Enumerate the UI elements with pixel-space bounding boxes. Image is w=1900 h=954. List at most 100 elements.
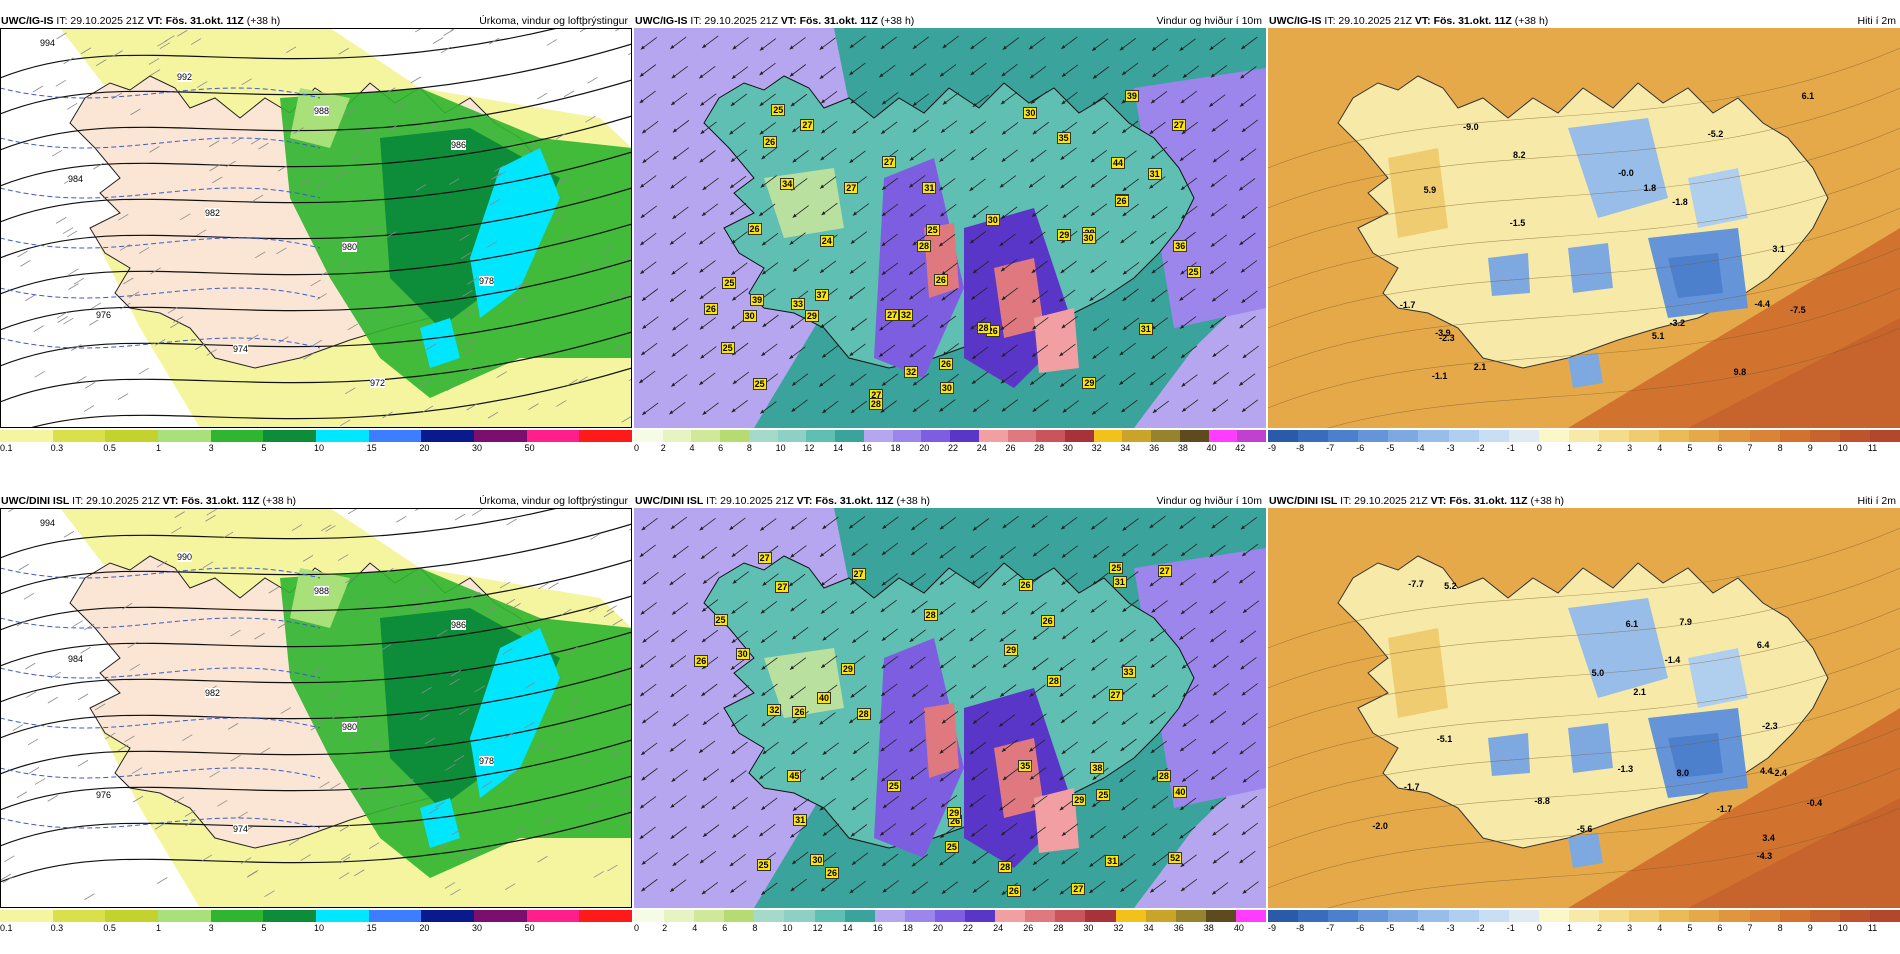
colorbar-tick-label: 5 [261, 443, 267, 453]
isobar-label: 988 [314, 106, 330, 116]
colorbar-tick-label: -5 [1386, 443, 1395, 453]
wind-colorbar-ticks: 0 2 4 6 8 10 12 14 16 18 20 22 24 26 28 30 32 34 36 38 40 [634, 923, 1266, 935]
colorbar-tick-label: 0.1 [0, 443, 13, 453]
colorbar-tick-label: 8 [1777, 923, 1783, 933]
isobar-label: 984 [68, 174, 84, 184]
field-title: Vindur og hviður í 10m [1156, 15, 1262, 27]
model-name: UWC/IG-IS [1269, 15, 1322, 27]
colorbar-swatch [724, 910, 755, 922]
gust-label: 26 [1040, 615, 1055, 628]
colorbar-swatch [1208, 430, 1238, 442]
gust-label: 25 [722, 277, 737, 290]
colorbar-swatch [316, 430, 369, 442]
colorbar-tick-label: 50 [524, 923, 535, 933]
gust-label: 39 [750, 293, 765, 306]
isobar-label: 984 [68, 654, 84, 664]
colorbar-tick-label: 26 [1023, 923, 1034, 933]
colorbar-swatch [1388, 910, 1419, 922]
gust-label: 26 [1006, 885, 1021, 898]
colorbar-tick-label: 1 [1566, 443, 1572, 453]
colorbar-tick-label: 2 [662, 923, 668, 933]
colorbar-swatch [210, 430, 264, 442]
valid-time: VT: Fös. 31.okt. 11Z [1430, 495, 1528, 507]
temperature-label: -1.3 [1617, 763, 1634, 774]
temperature-label: -5.6 [1576, 823, 1593, 834]
colorbar-swatch [579, 910, 633, 922]
temperature-label: 8.2 [1513, 149, 1526, 160]
temperature-label: 5.0 [1591, 668, 1605, 679]
colorbar-swatch [1689, 910, 1720, 922]
colorbar-tick-label: 10 [1837, 443, 1848, 453]
lead-time: (+38 h) [1514, 15, 1549, 27]
gust-label: 25 [752, 378, 767, 391]
init-time: IT: 29.10.2025 21Z [690, 15, 778, 27]
gust-label: 25 [713, 613, 728, 626]
gust-label: 25 [756, 859, 771, 872]
colorbar-tick-label: 26 [1005, 443, 1016, 453]
colorbar-swatch [1298, 910, 1329, 922]
colorbar-tick-label: 24 [993, 923, 1004, 933]
colorbar-tick-label: 50 [524, 443, 535, 453]
colorbar-tick-label: -3 [1446, 443, 1455, 453]
gust-label: 25 [1096, 789, 1111, 802]
gust-label: 25 [720, 341, 735, 354]
gust-label: 29 [1057, 229, 1072, 242]
gust-label: 29 [1082, 377, 1097, 390]
panel-header: UWC/DINI ISL IT: 29.10.2025 21Z VT: Fös.… [634, 494, 1266, 508]
colorbar-tick-label: -9 [1268, 443, 1277, 453]
gust-label: 35 [1056, 131, 1071, 144]
temperature-label: -5.2 [1707, 128, 1724, 139]
colorbar-tick-label: -5 [1386, 923, 1395, 933]
gust-label: 25 [771, 103, 786, 116]
gust-label: 28 [916, 239, 931, 252]
colorbar-swatch [1508, 430, 1539, 442]
colorbar-tick-label: 0 [1536, 443, 1542, 453]
isobar-label: 978 [479, 756, 495, 766]
lead-time: (+38 h) [880, 15, 915, 27]
colorbar-swatch [1328, 910, 1359, 922]
colorbar-swatch [105, 430, 159, 442]
colorbar-swatch [1388, 430, 1419, 442]
isobar-label: 986 [451, 140, 467, 150]
colorbar-tick-label: 1 [1566, 923, 1572, 933]
gust-label: 27 [851, 567, 866, 580]
colorbar-swatch [1809, 910, 1840, 922]
isobar-label: 972 [370, 378, 386, 388]
colorbar-tick-label: 16 [861, 443, 872, 453]
gust-label: 27 [757, 551, 772, 564]
colorbar-swatch [263, 910, 317, 922]
gust-label: 27 [800, 118, 815, 131]
gust-label: 28 [868, 397, 883, 410]
gust-label: 26 [1018, 578, 1033, 591]
gust-label: 31 [1112, 575, 1127, 588]
colorbar-tick-label: 8 [1777, 443, 1783, 453]
colorbar-swatch [777, 430, 807, 442]
gust-label: 31 [922, 181, 937, 194]
panel-header: UWC/IG-IS IT: 29.10.2025 21Z VT: Fös. 31… [1268, 14, 1900, 28]
field-title: Hiti í 2m [1857, 15, 1896, 27]
colorbar-tick-label: 20 [932, 923, 943, 933]
isobar-label: 994 [40, 38, 56, 48]
colorbar-swatch [691, 430, 721, 442]
lead-time: (+38 h) [262, 495, 297, 507]
colorbar-swatch [934, 910, 966, 922]
temperature-label: -1.7 [1404, 781, 1420, 792]
colorbar-swatch [210, 910, 264, 922]
colorbar-tick-label: 11 [1867, 443, 1878, 453]
panel-wind-dini: UWC/DINI ISL IT: 29.10.2025 21Z VT: Fös.… [634, 494, 1266, 954]
colorbar-tick-label: 3 [1627, 443, 1633, 453]
gust-label: 33 [1121, 666, 1136, 679]
colorbar-tick-label: 20 [419, 443, 430, 453]
colorbar-tick-label: 16 [872, 923, 883, 933]
colorbar-swatch [1448, 910, 1479, 922]
valid-time: VT: Fös. 31.okt. 11Z [1414, 15, 1512, 27]
colorbar-swatch [921, 430, 951, 442]
lead-time: (+38 h) [896, 495, 931, 507]
init-time: IT: 29.10.2025 21Z [72, 495, 160, 507]
colorbar-swatch [1205, 910, 1236, 922]
wind-field [634, 28, 1266, 428]
colorbar-swatch [1599, 910, 1630, 922]
gust-label: 28 [856, 708, 871, 721]
isobar-label: 994 [40, 518, 56, 528]
colorbar-swatch [1779, 430, 1810, 442]
